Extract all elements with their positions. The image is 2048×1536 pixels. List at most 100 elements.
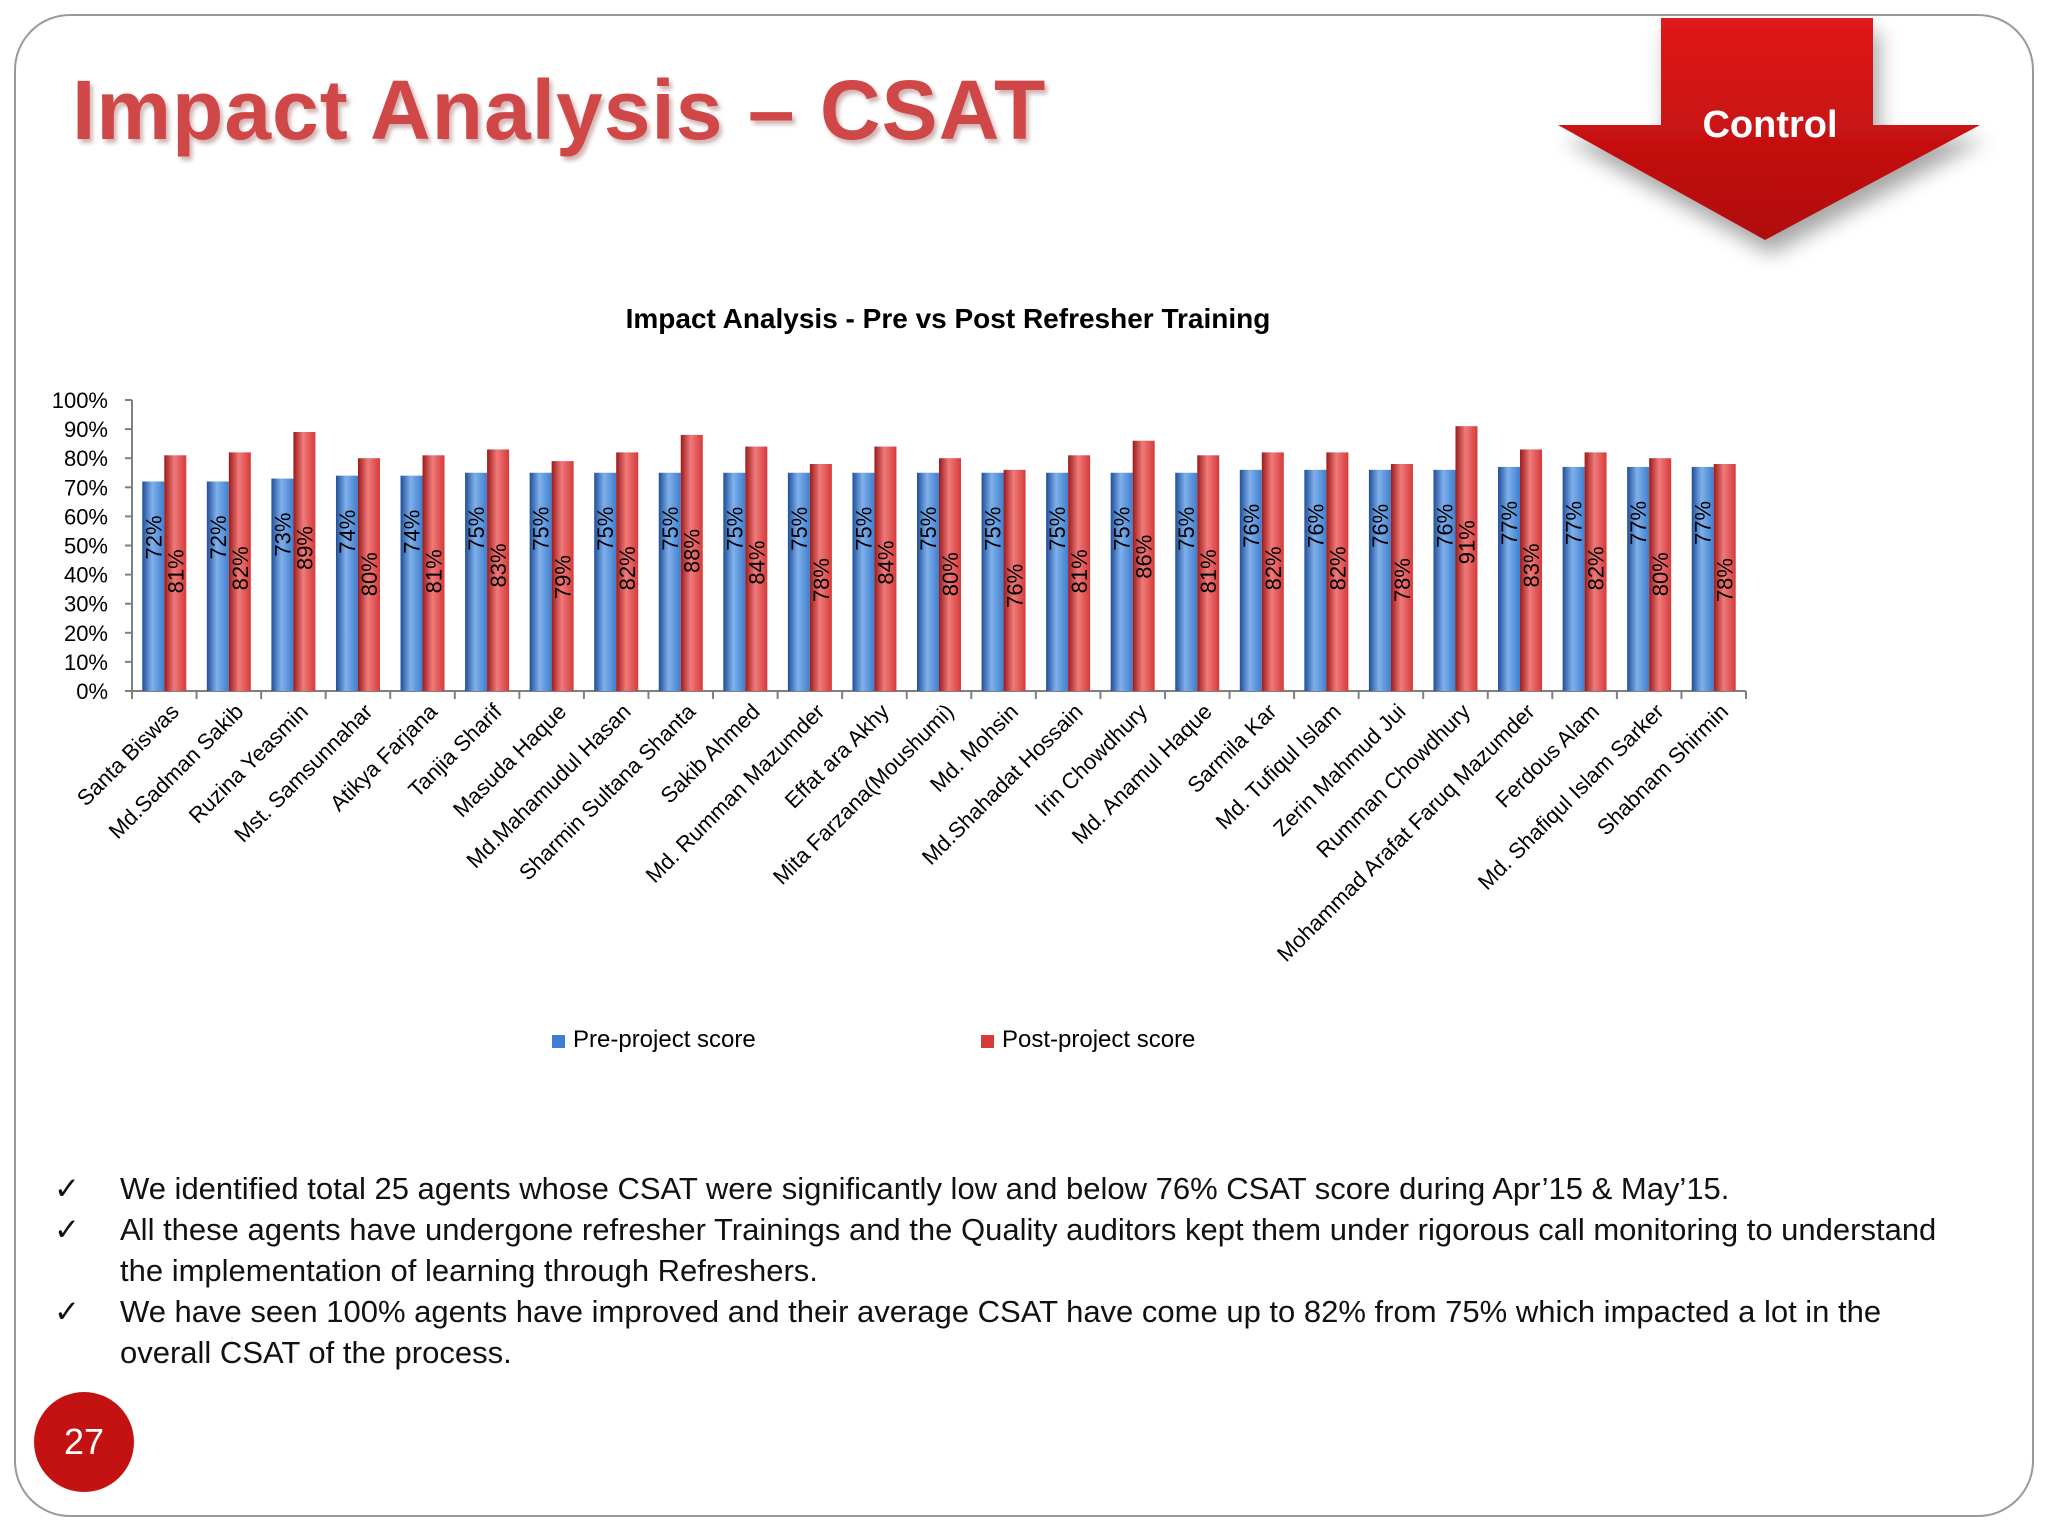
bar-post-project bbox=[680, 434, 703, 691]
data-label-pre: 75% bbox=[593, 507, 618, 551]
bar-pre-project bbox=[1239, 469, 1262, 691]
bar-pre-project bbox=[1498, 466, 1521, 691]
y-tick-label: 70% bbox=[64, 475, 108, 500]
bar-pre-project bbox=[1691, 466, 1714, 691]
data-label-pre: 75% bbox=[529, 507, 554, 551]
bar-post-project bbox=[1003, 469, 1026, 691]
checkmark-icon: ✓ bbox=[54, 1171, 80, 1206]
bullet-text: We have seen 100% agents have improved a… bbox=[120, 1294, 1882, 1370]
data-label-pre: 74% bbox=[335, 510, 360, 554]
page-number-badge: 27 bbox=[34, 1392, 134, 1492]
bar-pre-project bbox=[1046, 472, 1069, 691]
data-label-post: 80% bbox=[938, 552, 963, 596]
data-label-post: 86% bbox=[1132, 535, 1157, 579]
bar-post-project bbox=[357, 458, 380, 691]
bullet-list: ✓ We identified total 25 agents whose CSA… bbox=[54, 1168, 1954, 1373]
chart-title: Impact Analysis - Pre vs Post Refresher … bbox=[626, 303, 1271, 334]
bullet-text: We identified total 25 agents whose CSAT… bbox=[120, 1171, 1730, 1206]
bar-pre-project bbox=[529, 472, 552, 691]
data-label-post: 84% bbox=[744, 541, 769, 585]
category-label: Irin Chowdhury bbox=[1030, 699, 1152, 821]
bar-pre-project bbox=[206, 481, 229, 691]
bar-post-project bbox=[1132, 440, 1155, 691]
data-label-post: 81% bbox=[1067, 549, 1092, 593]
y-tick-label: 60% bbox=[64, 504, 108, 529]
bar-post-project bbox=[164, 455, 187, 691]
y-tick-label: 90% bbox=[64, 417, 108, 442]
data-label-post: 88% bbox=[680, 529, 705, 573]
data-label-post: 78% bbox=[809, 558, 834, 602]
x-axis bbox=[131, 690, 1747, 699]
bar-pre-project bbox=[1433, 469, 1456, 691]
y-tick-label: 100% bbox=[52, 388, 108, 413]
y-tick-label: 0% bbox=[76, 679, 108, 704]
data-label-post: 80% bbox=[357, 552, 382, 596]
bar-pre-project bbox=[465, 472, 488, 691]
bar-post-project bbox=[616, 452, 639, 691]
y-tick-label: 50% bbox=[64, 534, 108, 559]
bar-post-project bbox=[1649, 458, 1672, 691]
data-label-post: 83% bbox=[486, 543, 511, 587]
bullet-item: ✓ We identified total 25 agents whose CSA… bbox=[54, 1168, 1954, 1209]
data-label-pre: 75% bbox=[787, 507, 812, 551]
category-label: Masuda Haque bbox=[448, 699, 571, 822]
data-label-pre: 75% bbox=[981, 507, 1006, 551]
legend-label-post: Post-project score bbox=[1002, 1026, 1195, 1053]
data-label-pre: 75% bbox=[1110, 507, 1135, 551]
data-label-pre: 77% bbox=[1626, 501, 1651, 545]
bullet-text: All these agents have undergone refreshe… bbox=[120, 1212, 1937, 1288]
data-label-post: 82% bbox=[1325, 546, 1350, 590]
data-label-post: 82% bbox=[1584, 546, 1609, 590]
bar-post-project bbox=[1584, 452, 1607, 691]
data-label-post: 79% bbox=[551, 555, 576, 599]
bar-pre-project bbox=[594, 472, 617, 691]
bar-post-project bbox=[1261, 452, 1284, 691]
y-axis: 0% 10% 20% 30% 40% 50% 60% 70% 80% 90% 100% bbox=[52, 388, 133, 704]
bar-post-project bbox=[745, 446, 768, 691]
bar-post-project bbox=[1455, 426, 1478, 691]
bar-pre-project bbox=[981, 472, 1004, 691]
legend-swatch-pre bbox=[552, 1035, 565, 1048]
slide-title: Impact Analysis – CSAT bbox=[72, 63, 1047, 157]
data-label-pre: 77% bbox=[1497, 501, 1522, 545]
bar-post-project bbox=[422, 455, 445, 691]
data-label-pre: 77% bbox=[1691, 501, 1716, 545]
data-label-post: 84% bbox=[873, 541, 898, 585]
bar-post-project bbox=[1197, 455, 1220, 691]
y-tick-label: 80% bbox=[64, 446, 108, 471]
bar-pre-project bbox=[400, 475, 423, 691]
data-label-pre: 75% bbox=[916, 507, 941, 551]
data-label-pre: 75% bbox=[851, 507, 876, 551]
y-tick-label: 20% bbox=[64, 621, 108, 646]
data-label-pre: 75% bbox=[1174, 507, 1199, 551]
bar-pre-project bbox=[723, 472, 746, 691]
y-tick-label: 10% bbox=[64, 650, 108, 675]
bar-pre-project bbox=[142, 481, 165, 691]
legend-label-pre: Pre-project score bbox=[573, 1026, 756, 1053]
bar-post-project bbox=[1713, 464, 1736, 691]
data-label-post: 80% bbox=[1648, 552, 1673, 596]
data-label-pre: 76% bbox=[1303, 504, 1328, 548]
control-label: Control bbox=[1702, 104, 1838, 146]
data-label-pre: 72% bbox=[206, 515, 231, 559]
data-label-pre: 76% bbox=[1368, 504, 1393, 548]
bar-post-project bbox=[1520, 449, 1543, 691]
bar-pre-project bbox=[787, 472, 810, 691]
checkmark-icon: ✓ bbox=[54, 1212, 80, 1247]
control-arrow-shape bbox=[1558, 18, 1980, 240]
bar-post-project bbox=[809, 464, 832, 691]
bar-pre-project bbox=[1627, 466, 1650, 691]
legend-swatch-post bbox=[981, 1035, 994, 1048]
bar-pre-project bbox=[1368, 469, 1391, 691]
legend: Pre-project score Post-project score bbox=[552, 1026, 1195, 1053]
checkmark-icon: ✓ bbox=[54, 1294, 80, 1329]
data-label-pre: 73% bbox=[270, 513, 295, 557]
bar-pre-project bbox=[917, 472, 939, 691]
data-labels: 72%81%72%82%73%89% 74%80%74%81%75%83%75%7… bbox=[141, 501, 1737, 608]
data-label-post: 83% bbox=[1519, 543, 1544, 587]
bar-post-project bbox=[1068, 455, 1091, 691]
bar-series bbox=[142, 426, 1736, 691]
data-label-post: 82% bbox=[228, 546, 253, 590]
bar-pre-project bbox=[1110, 472, 1133, 691]
category-label: Ruzina Yeasmin bbox=[184, 699, 313, 828]
